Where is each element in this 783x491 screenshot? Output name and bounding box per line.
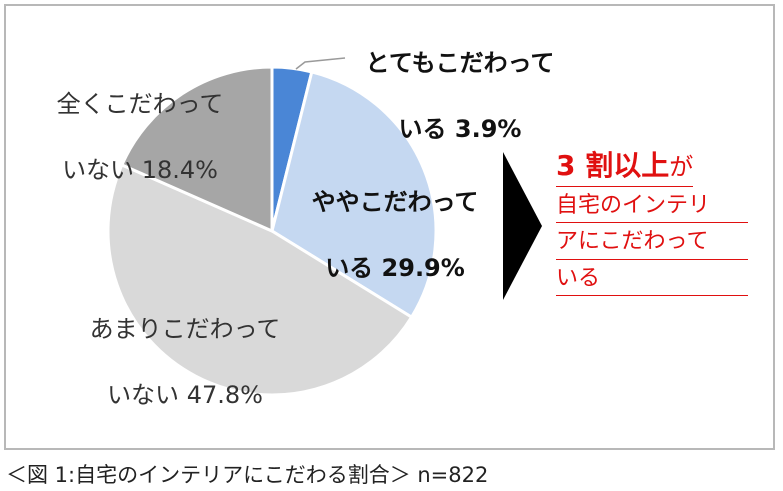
slice-label-notmuch-line1: あまりこだわって — [89, 315, 281, 344]
callout: 3 割以上が 自宅のインテリ アにこだわって いる — [556, 144, 756, 297]
callout-line-1: 自宅のインテリ — [556, 187, 748, 224]
slice-label-somewhat-line2: いる 29.9% — [325, 254, 465, 283]
slice-label-notatall-line2: いない 18.4% — [62, 156, 218, 185]
callout-head-suffix: が — [669, 153, 694, 181]
callout-line-3: いる — [556, 260, 748, 297]
slice-label-very-line1: とてもこだわって — [365, 49, 555, 78]
figure-caption: ＜図 1:自宅のインテリアにこだわる割合＞ n=822 — [6, 463, 489, 487]
slice-label-notatall: 全くこだわって いない 18.4% — [30, 55, 250, 187]
leader-line — [295, 57, 346, 70]
slice-label-somewhat: ややこだわって いる 29.9% — [290, 153, 500, 285]
slice-label-notatall-line1: 全くこだわって — [56, 90, 224, 119]
pie-slice-notatall — [119, 65, 274, 234]
pie-slice-notmuch — [106, 162, 414, 397]
slice-label-notmuch: あまりこだわって いない 47.8% — [70, 280, 300, 412]
slice-label-very-line2: いる 3.9% — [398, 115, 522, 144]
callout-head: 3 割以上が — [556, 144, 694, 187]
slice-label-somewhat-line1: ややこだわって — [311, 188, 479, 217]
callout-line-2: アにこだわって — [556, 223, 748, 260]
callout-head-main: 3 割以上 — [556, 149, 670, 182]
slice-label-notmuch-line2: いない 47.8% — [107, 381, 263, 410]
slice-label-very: とてもこだわって いる 3.9% — [340, 14, 580, 146]
